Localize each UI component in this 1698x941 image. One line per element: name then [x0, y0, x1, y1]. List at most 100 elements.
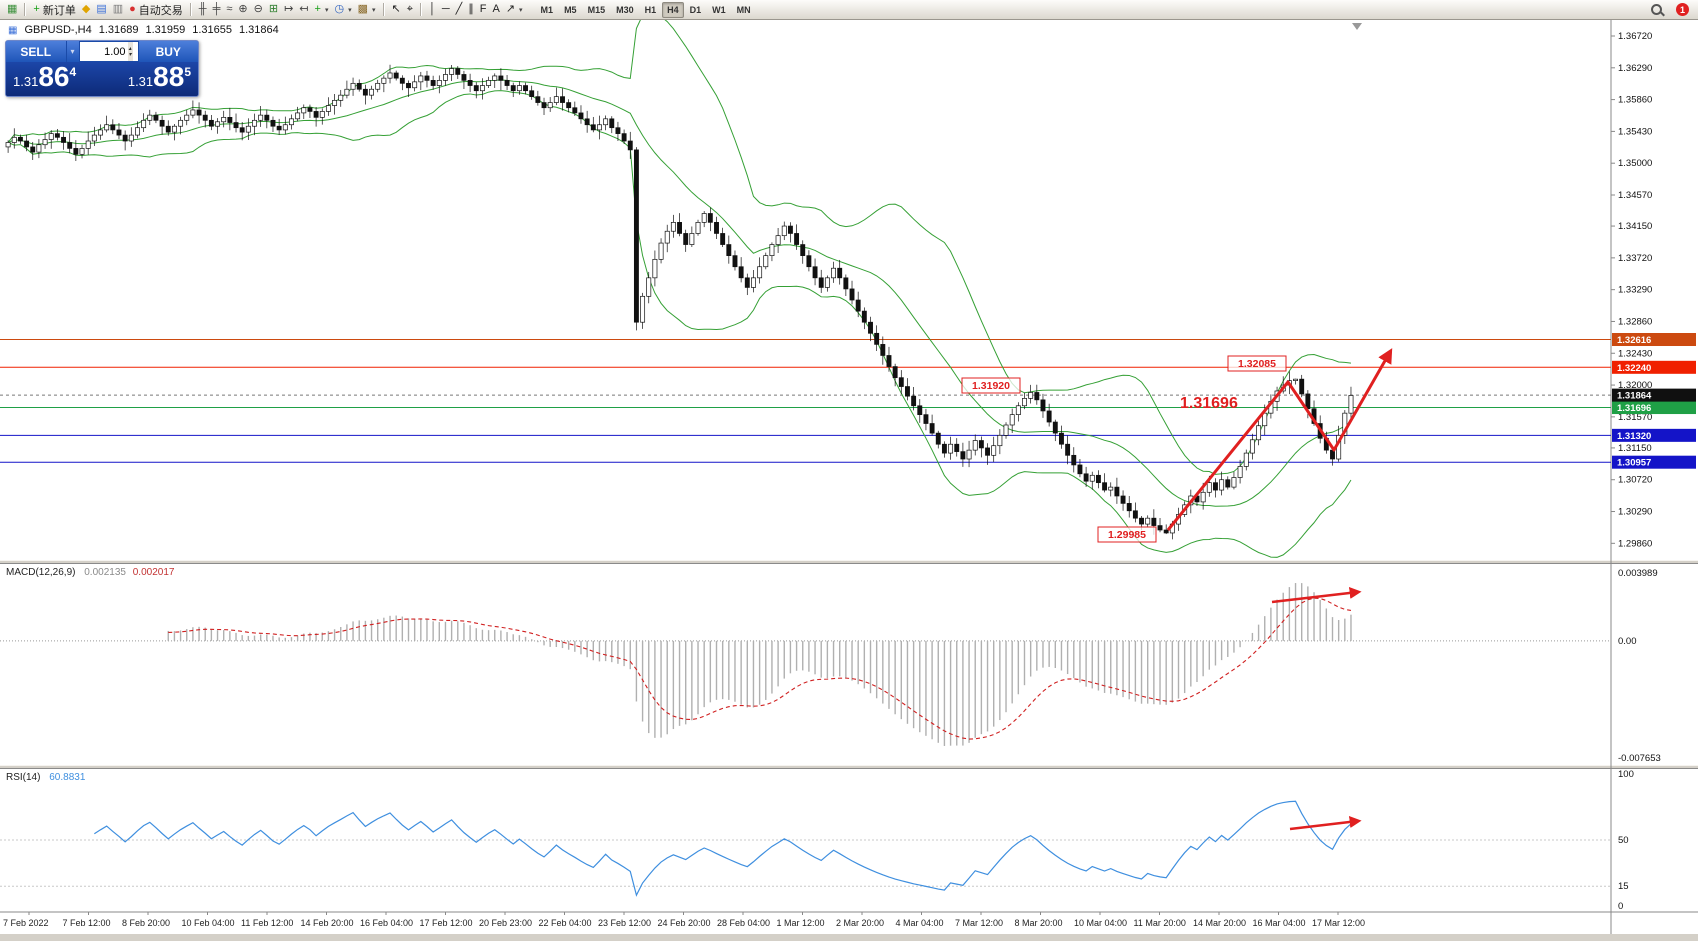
timeframe-M30[interactable]: M30 [616, 4, 634, 15]
templates-icon-dropdown[interactable]: ▾ [372, 6, 376, 14]
svg-text:1.29860: 1.29860 [1618, 538, 1652, 549]
bid-pipette: 4 [69, 65, 77, 79]
timeframe-M1[interactable]: M1 [540, 4, 554, 15]
bollinger-bands [7, 11, 1352, 558]
svg-text:1 Mar 12:00: 1 Mar 12:00 [777, 918, 825, 928]
crosshair-icon[interactable]: ⌖ [406, 3, 413, 15]
text-icon[interactable]: A [492, 3, 500, 15]
sell-button[interactable]: SELL [6, 41, 66, 62]
svg-text:8 Feb 20:00: 8 Feb 20:00 [122, 918, 170, 928]
line-chart-icon[interactable]: ≈ [226, 3, 233, 15]
volume-stepper[interactable]: ▴ ▾ [127, 42, 133, 61]
annotation-text[interactable]: 1.31696 [1180, 395, 1238, 412]
svg-text:11 Mar 20:00: 11 Mar 20:00 [1134, 918, 1186, 928]
price-axis[interactable]: 1.36720 1.36290 1.35860 1.35430 1.35000 1.345… [1611, 31, 1696, 549]
timeframe-MN[interactable]: MN [736, 4, 751, 15]
candlestick-chart-icon[interactable]: ╪ [212, 3, 221, 15]
symbol-timeframe-label: GBPUSD-,H4 [24, 24, 92, 36]
annotation-box[interactable] [1227, 355, 1287, 372]
market-watch-icon[interactable]: ▥ [112, 3, 124, 15]
chart-shift-marker[interactable] [1352, 23, 1362, 30]
timeframe-H1[interactable]: H1 [644, 4, 657, 15]
price-tag [1612, 401, 1696, 415]
channel-icon[interactable]: ∥ [468, 3, 474, 15]
arrows-tool-icon[interactable]: ↗ ▾ [505, 3, 523, 15]
svg-text:2 Mar 20:00: 2 Mar 20:00 [836, 918, 884, 928]
timeframe-H4[interactable]: H4 [662, 1, 684, 18]
search-icon-circle [1651, 3, 1662, 15]
svg-text:24 Feb 20:00: 24 Feb 20:00 [658, 918, 711, 928]
bid-big-digits: 86 [38, 61, 70, 92]
bid-price: 1.31864 [13, 63, 77, 91]
buy-button[interactable]: BUY [138, 41, 198, 62]
open-value: 1.31689 [98, 24, 139, 36]
indicators-icon[interactable]: + ▾ [314, 3, 329, 15]
svg-text:1.31150: 1.31150 [1618, 443, 1652, 454]
panel-splitter[interactable] [0, 765, 1698, 769]
timeframe-toolbar: M1 M5 M15 M30 H1 H4 D1 W1 MN [536, 1, 756, 18]
one-click-quotes-row: 1.31864 1.31885 [6, 62, 198, 96]
fibonacci-icon[interactable]: F [479, 3, 487, 15]
svg-text:4 Mar 04:00: 4 Mar 04:00 [896, 918, 944, 928]
timeframe-W1[interactable]: W1 [712, 4, 726, 15]
cursor-icon[interactable]: ↖ [391, 3, 401, 15]
trend-arrow-macd[interactable] [1271, 587, 1362, 604]
svg-text:0: 0 [1618, 901, 1623, 912]
horizontal-line-icon[interactable]: ─ [441, 3, 450, 15]
periods-icon-dropdown[interactable]: ▾ [348, 6, 352, 14]
zoom-out-icon[interactable]: ⊖ [253, 3, 263, 15]
templates-icon[interactable]: ▩ ▾ [357, 3, 376, 15]
chart-annotations[interactable]: 1.31920 1.32085 1.29985 1.31696 [961, 355, 1287, 543]
trend-arrow-main[interactable] [1166, 348, 1393, 531]
svg-text:22 Feb 04:00: 22 Feb 04:00 [539, 918, 592, 928]
ask-big-digits: 88 [153, 61, 185, 92]
order-options-dropdown-icon[interactable]: ▾ [65, 41, 79, 62]
annotation-box[interactable] [961, 377, 1021, 394]
price-tag [1612, 333, 1696, 347]
timeframe-D1[interactable]: D1 [689, 4, 702, 15]
tile-windows-icon[interactable]: ⊞ [268, 3, 279, 15]
svg-text:1.31920: 1.31920 [972, 380, 1010, 392]
auto-scroll-icon[interactable]: ↦ [284, 3, 294, 15]
periods-icon[interactable]: ◷ ▾ [334, 3, 352, 15]
chart-shift-icon[interactable]: ↤ [299, 3, 309, 15]
annotation-box[interactable] [1097, 526, 1157, 543]
svg-text:10 Mar 04:00: 10 Mar 04:00 [1074, 918, 1127, 928]
svg-text:16 Mar 04:00: 16 Mar 04:00 [1253, 918, 1306, 928]
search-icon[interactable] [1650, 3, 1665, 17]
svg-text:100: 100 [1618, 769, 1634, 780]
bar-chart-icon[interactable]: ╫ [198, 3, 207, 15]
panel-splitter[interactable] [0, 560, 1698, 564]
chart-profiles-icon[interactable]: ◆ [81, 3, 91, 15]
price-tag [1612, 388, 1696, 402]
timeframe-M5[interactable]: M5 [564, 4, 577, 15]
arrows-tool-icon-dropdown[interactable]: ▾ [519, 6, 523, 14]
volume-up-icon[interactable]: ▴ [128, 45, 132, 52]
svg-text:1.33720: 1.33720 [1618, 253, 1652, 264]
volume-down-icon[interactable]: ▾ [128, 51, 132, 58]
timeframe-M15[interactable]: M15 [587, 4, 606, 15]
data-window-icon[interactable]: ▤ [96, 3, 107, 15]
chart-window-icon[interactable]: ▦ [7, 3, 18, 15]
trend-arrow-rsi[interactable] [1289, 816, 1362, 831]
notification-badge[interactable]: 1 [1676, 3, 1689, 16]
svg-text:17 Mar 12:00: 17 Mar 12:00 [1312, 918, 1365, 928]
indicators-icon-dropdown[interactable]: ▾ [324, 6, 329, 14]
volume-input[interactable] [79, 42, 128, 61]
svg-text:-0.007653: -0.007653 [1618, 753, 1661, 764]
svg-text:0.00: 0.00 [1618, 636, 1637, 647]
macd-signal-line [168, 597, 1352, 740]
trendline-icon[interactable]: ╱ [455, 3, 463, 15]
zoom-in-icon[interactable]: ⊕ [238, 3, 248, 15]
candles-layer [5, 64, 1354, 540]
svg-text:1.29985: 1.29985 [1108, 529, 1146, 541]
time-axis[interactable]: 7 Feb 2022 7 Feb 12:00 8 Feb 20:00 10 Feb 0… [3, 912, 1365, 928]
high-value: 1.31959 [145, 24, 186, 36]
new-order-button[interactable]: + 新订单 [33, 3, 76, 17]
ask-prefix: 1.31 [127, 74, 154, 89]
svg-text:7 Mar 12:00: 7 Mar 12:00 [955, 918, 1003, 928]
autotrading-button[interactable]: ● 自动交易 [129, 3, 183, 17]
svg-text:50: 50 [1618, 835, 1629, 846]
vertical-line-icon[interactable]: │ [428, 3, 436, 15]
